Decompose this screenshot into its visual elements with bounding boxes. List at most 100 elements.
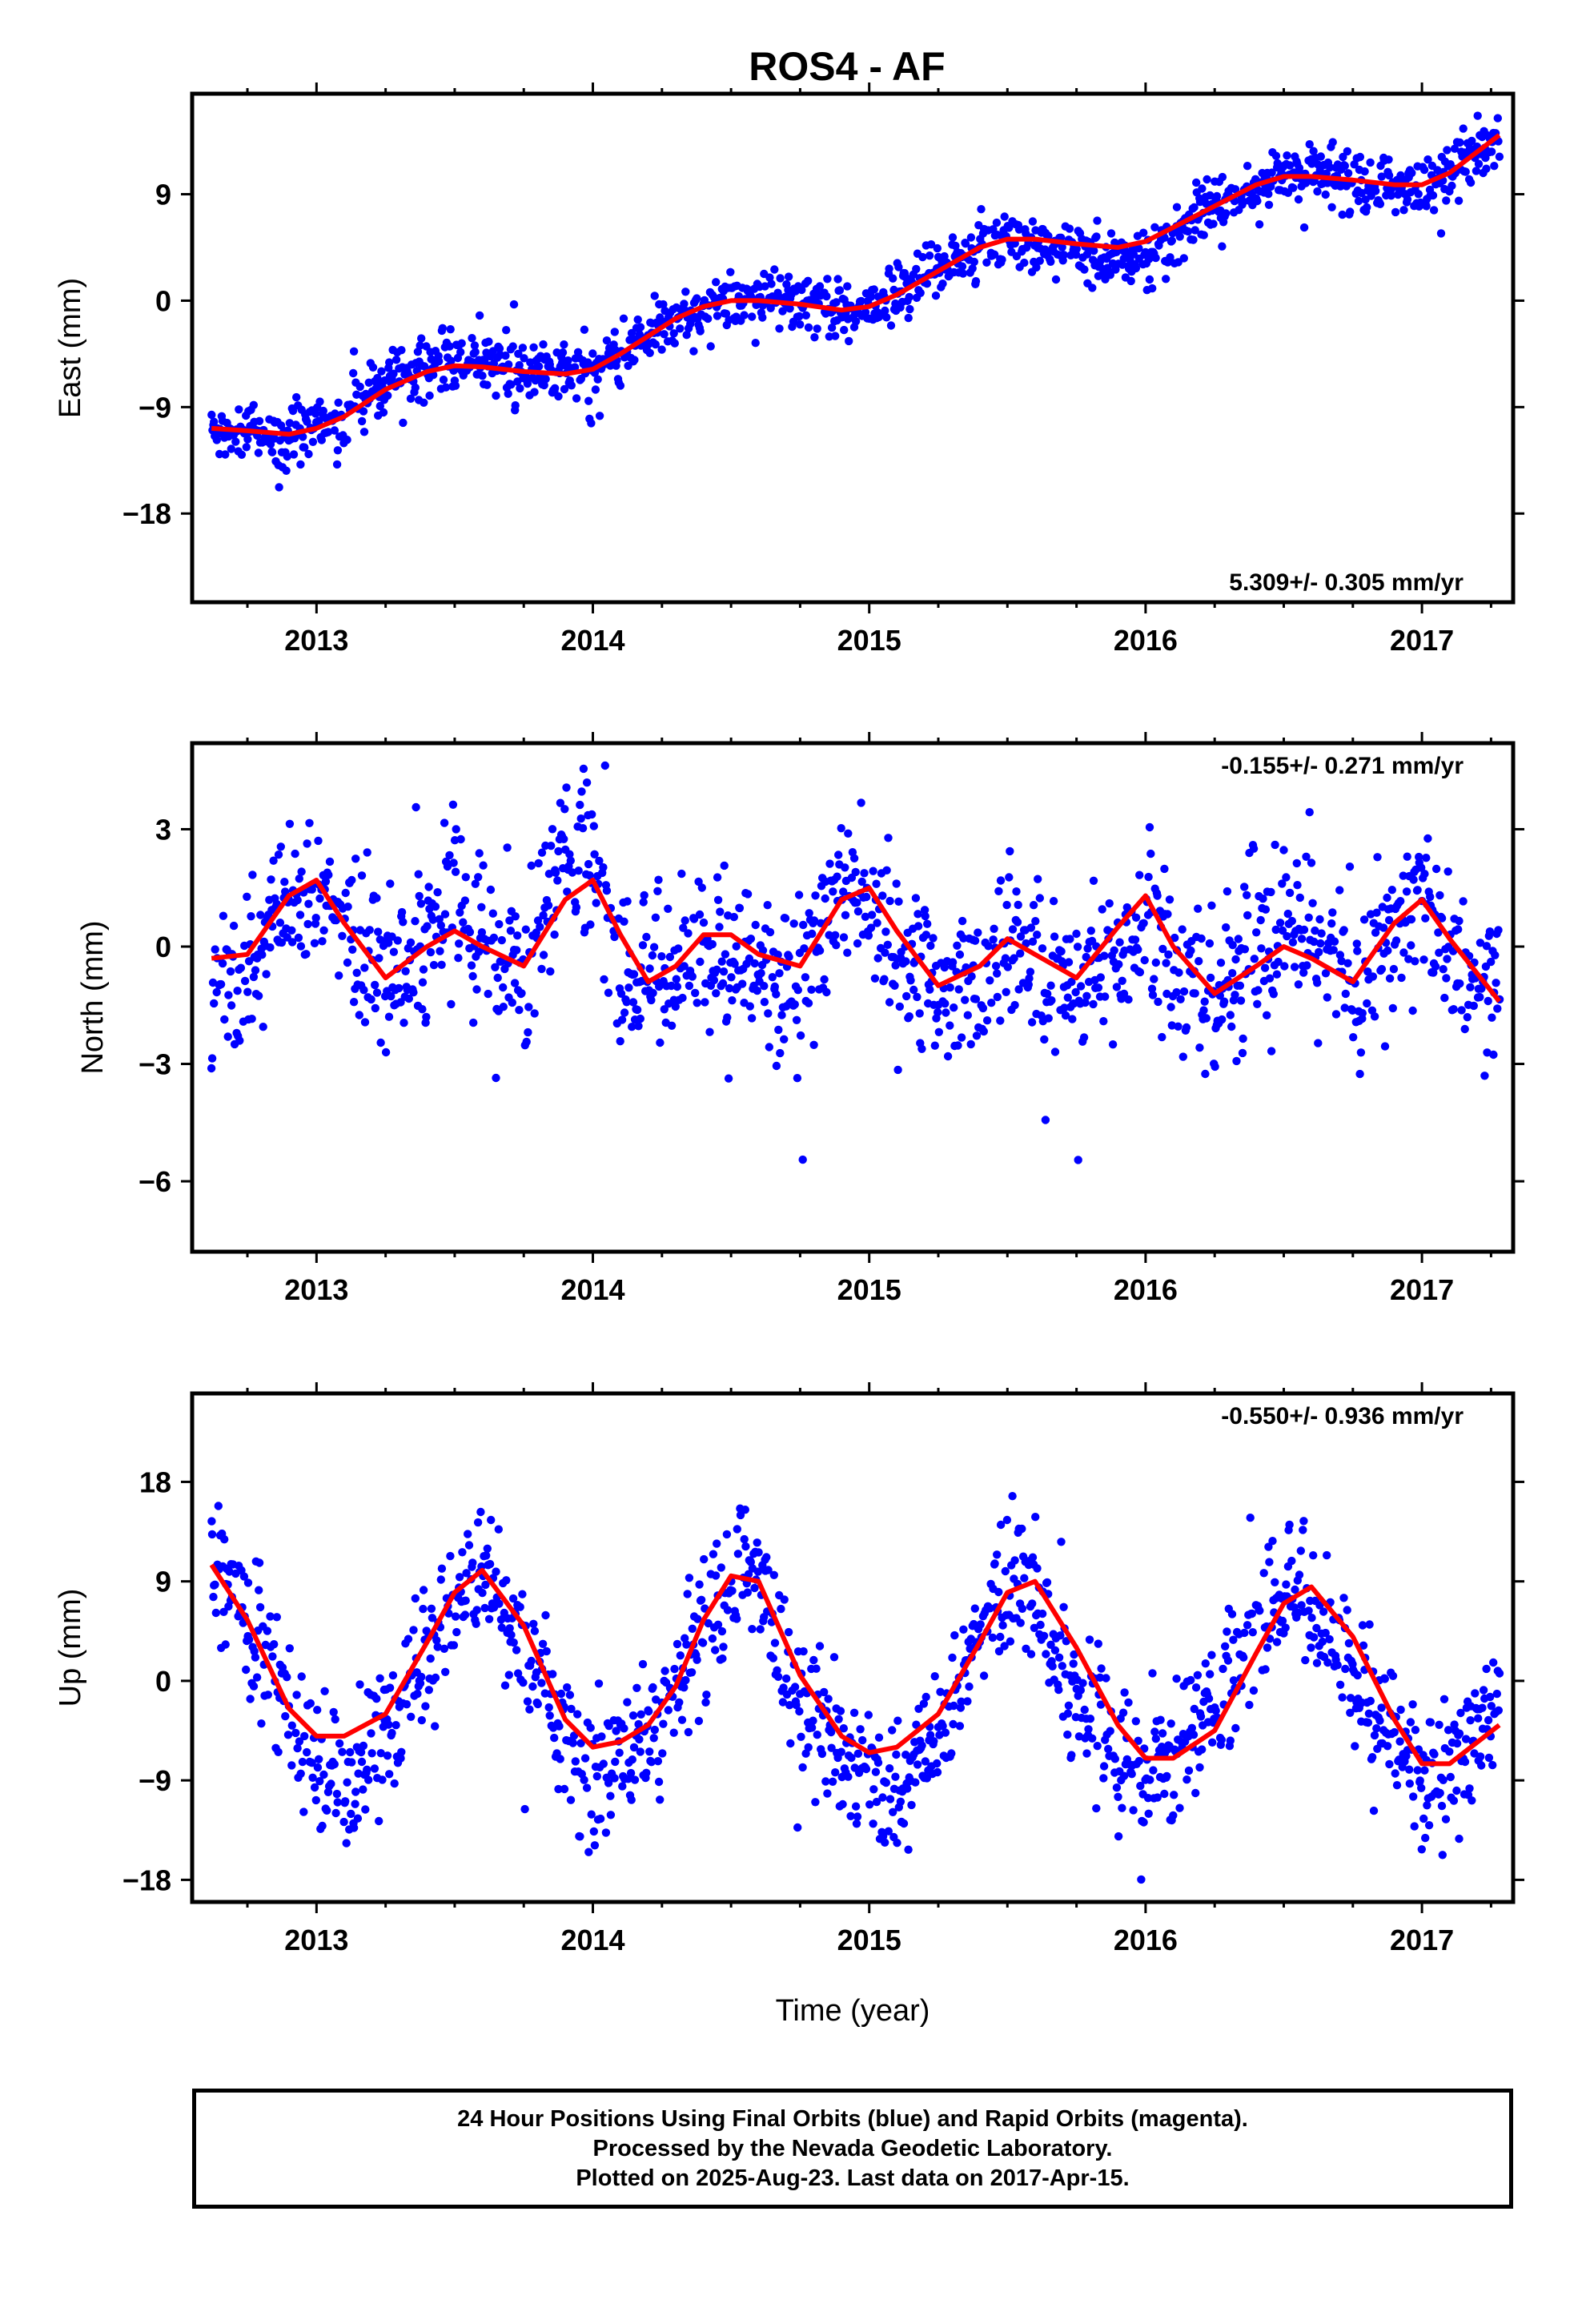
footer-note: 24 Hour Positions Using Final Orbits (bl… <box>192 2089 1513 2209</box>
data-point <box>1243 1621 1252 1630</box>
data-point <box>1063 1730 1072 1739</box>
data-point <box>893 1716 902 1725</box>
data-point <box>832 941 841 950</box>
data-point <box>1365 1620 1374 1629</box>
data-point <box>1145 822 1154 832</box>
data-point <box>1033 931 1042 939</box>
data-point <box>1341 989 1351 999</box>
data-point <box>1172 987 1181 997</box>
data-point <box>720 861 729 870</box>
data-point <box>725 983 734 993</box>
data-point <box>1410 1822 1419 1831</box>
data-point <box>670 1664 679 1674</box>
data-point <box>318 937 327 946</box>
data-point <box>303 919 312 929</box>
data-point <box>1106 1727 1114 1735</box>
data-point <box>1486 1692 1495 1702</box>
data-point <box>1469 1001 1479 1011</box>
data-point <box>1494 926 1503 935</box>
data-point <box>1006 1637 1015 1646</box>
data-point <box>1034 875 1042 883</box>
data-point <box>295 875 303 883</box>
data-point <box>356 1747 366 1757</box>
data-point <box>1299 223 1309 232</box>
data-point <box>1287 916 1297 926</box>
data-point <box>694 1716 704 1726</box>
data-point <box>595 412 604 420</box>
data-point <box>311 1795 320 1805</box>
data-point <box>484 337 493 346</box>
data-point <box>907 1800 916 1810</box>
data-point <box>885 998 894 1007</box>
data-point <box>1484 1753 1494 1763</box>
data-point <box>573 1710 582 1719</box>
data-point <box>427 1604 436 1614</box>
data-point <box>729 912 738 922</box>
data-point <box>760 998 769 1007</box>
data-point <box>599 1759 608 1768</box>
data-point <box>1341 1664 1350 1674</box>
data-point <box>715 923 724 931</box>
data-point <box>1175 232 1184 241</box>
data-point <box>793 1074 802 1083</box>
data-points-north <box>207 761 1504 1164</box>
data-point <box>1238 1048 1247 1058</box>
data-point <box>1081 998 1090 1007</box>
data-point <box>540 380 548 390</box>
data-point <box>1059 1602 1068 1612</box>
data-point <box>1358 1009 1367 1018</box>
data-point <box>1150 223 1159 231</box>
data-point <box>1468 1796 1476 1805</box>
data-point <box>845 336 853 346</box>
data-point <box>628 1711 638 1720</box>
y-tick-label: −6 <box>139 1165 171 1198</box>
data-point <box>1151 253 1160 263</box>
data-point <box>1190 203 1199 212</box>
data-point <box>809 1040 818 1050</box>
data-point <box>497 1623 506 1632</box>
data-point <box>676 324 685 333</box>
data-point <box>1343 1606 1351 1614</box>
data-point <box>208 978 218 987</box>
data-point <box>990 250 999 259</box>
data-point <box>451 1612 460 1621</box>
data-point <box>1413 1766 1422 1775</box>
y-tick-label: 9 <box>155 1566 171 1598</box>
data-point <box>592 1771 601 1781</box>
data-point <box>250 1647 259 1656</box>
x-tick-label: 2014 <box>560 624 624 657</box>
data-point <box>527 861 536 870</box>
data-point <box>1061 1011 1070 1020</box>
data-point <box>1250 955 1259 963</box>
data-point <box>391 356 401 364</box>
data-point <box>1285 888 1295 898</box>
data-point <box>600 975 608 984</box>
data-point <box>673 1639 682 1649</box>
data-point <box>743 890 753 899</box>
data-point <box>1243 911 1252 920</box>
data-point <box>1099 1774 1108 1783</box>
data-point <box>853 907 863 916</box>
data-point <box>314 836 323 846</box>
data-point <box>292 1691 301 1699</box>
data-point <box>375 954 383 963</box>
data-point <box>1154 997 1162 1007</box>
data-point <box>648 1683 657 1692</box>
data-point <box>1203 175 1211 184</box>
data-point <box>576 814 585 823</box>
data-point <box>1411 1726 1420 1735</box>
data-point <box>291 849 299 858</box>
data-point <box>1078 1679 1087 1687</box>
data-point <box>918 252 927 262</box>
data-point <box>1026 967 1035 976</box>
data-point <box>1312 1659 1322 1667</box>
data-point <box>723 1606 733 1614</box>
data-point <box>560 834 568 844</box>
data-point <box>1183 227 1193 236</box>
data-point <box>671 1002 680 1011</box>
data-point <box>697 1595 706 1605</box>
data-point <box>926 240 936 249</box>
data-point <box>770 265 779 274</box>
data-point <box>1389 964 1399 974</box>
data-point <box>550 930 559 939</box>
